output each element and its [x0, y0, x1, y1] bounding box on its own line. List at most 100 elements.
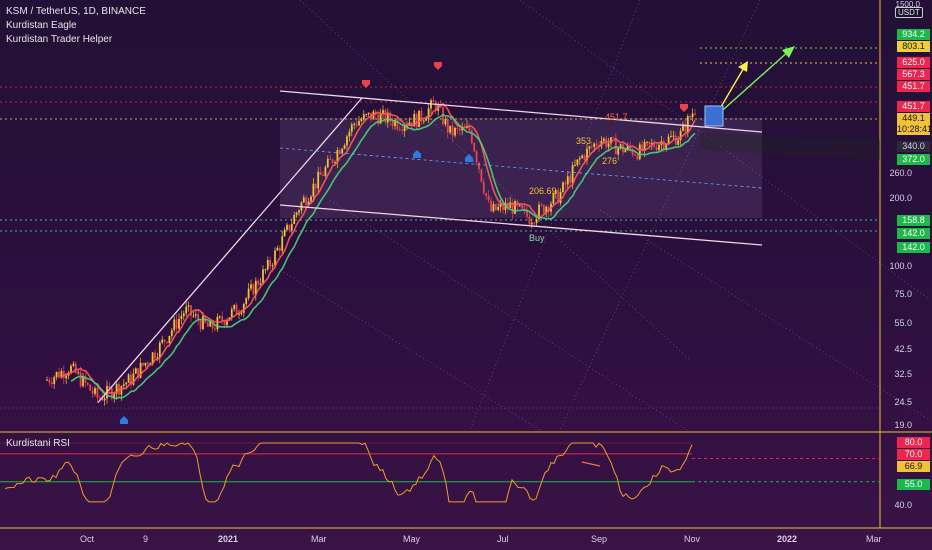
- rsi-level-badge[interactable]: 80.0: [897, 437, 930, 448]
- candle-body: [650, 143, 653, 145]
- candle-body: [221, 316, 224, 322]
- indicator-kurdistan-eagle[interactable]: Kurdistan Eagle: [6, 20, 77, 31]
- candle-body: [230, 309, 233, 318]
- rsi-level-badge[interactable]: 66.9: [897, 461, 930, 472]
- candle-body: [403, 126, 406, 131]
- price-level-badge[interactable]: 934.2: [897, 29, 930, 40]
- candle-body: [154, 352, 156, 359]
- price-tick-label: 19.0: [894, 420, 912, 430]
- price-annotation: 206.69: [529, 186, 557, 196]
- candle-body: [312, 183, 315, 197]
- candle-body: [475, 151, 478, 163]
- fan-line: [299, 0, 691, 361]
- price-level-badge[interactable]: 158.8: [897, 215, 930, 226]
- candle-body: [254, 280, 257, 295]
- candle-body: [478, 162, 480, 170]
- price-level-badge[interactable]: 451.7: [897, 81, 930, 92]
- price-tick-label: 260.0: [889, 168, 912, 178]
- candle-body: [346, 136, 348, 146]
- candle-body: [146, 362, 149, 365]
- candle-body: [142, 362, 144, 366]
- price-level-badge[interactable]: 567.3: [897, 69, 930, 80]
- price-tick-label: 24.5: [894, 397, 912, 407]
- candle-body: [497, 206, 500, 211]
- candle-body: [545, 206, 548, 214]
- candle-body: [125, 382, 128, 385]
- candle-body: [211, 321, 214, 329]
- candle-body: [180, 316, 183, 319]
- candle-body: [588, 146, 591, 149]
- candle-body: [444, 119, 447, 125]
- channel-bottom-line: [279, 204, 763, 246]
- price-level-badge[interactable]: 625.0: [897, 57, 930, 68]
- candle-body: [178, 318, 180, 329]
- candle-body: [418, 110, 420, 128]
- candle-body: [336, 150, 339, 162]
- candle-body: [329, 158, 332, 160]
- time-tick-label: Mar: [866, 534, 882, 544]
- price-level-badge[interactable]: 340.0: [897, 141, 930, 152]
- rsi-level-badge[interactable]: 55.0: [897, 479, 930, 490]
- channel-mid-line: [279, 147, 763, 189]
- candle-body: [564, 182, 567, 185]
- rsi-level-badge[interactable]: 70.0: [897, 449, 930, 460]
- candle-body: [269, 260, 272, 267]
- ema-red-line: [60, 102, 696, 396]
- candle-body: [516, 201, 519, 206]
- candle-body: [689, 116, 692, 118]
- candle-body: [82, 375, 84, 387]
- candle-body: [134, 368, 137, 374]
- price-level-badge[interactable]: 142.0: [897, 228, 930, 239]
- candle-body: [605, 138, 608, 148]
- candle-body: [634, 154, 636, 156]
- candle-body: [341, 148, 344, 154]
- candle-body: [334, 161, 336, 163]
- candle-body: [679, 130, 682, 141]
- candle-body: [454, 127, 456, 136]
- candle-body: [492, 204, 495, 212]
- candle-body: [307, 201, 310, 206]
- candle-body: [425, 118, 428, 121]
- candle-body: [350, 124, 353, 132]
- candle-body: [115, 383, 118, 394]
- candle-body: [511, 202, 514, 214]
- candle-body: [168, 335, 171, 344]
- price-level-badge[interactable]: 451.7: [897, 101, 930, 112]
- candle-body: [130, 374, 132, 385]
- candle-body: [182, 313, 185, 317]
- price-level-badge[interactable]: 449.1: [897, 113, 930, 124]
- candle-body: [218, 316, 221, 318]
- candle-body: [122, 384, 125, 386]
- candle-body: [396, 120, 399, 130]
- candle-body: [394, 120, 396, 127]
- candle-body: [72, 363, 75, 366]
- rsi-indicator-title[interactable]: Kurdistani RSI: [6, 438, 70, 449]
- candle-body: [331, 159, 334, 163]
- candle-body: [216, 316, 219, 330]
- candle-body: [202, 315, 204, 330]
- candle-body: [617, 147, 620, 155]
- candle-body: [324, 167, 327, 176]
- sell-signal-icon: [362, 80, 370, 88]
- indicator-kurdistan-trader-helper[interactable]: Kurdistan Trader Helper: [6, 34, 113, 45]
- candle-body: [456, 127, 459, 129]
- candle-body: [391, 121, 394, 127]
- candle-body: [658, 144, 660, 151]
- candle-body: [240, 312, 243, 314]
- candle-body: [665, 144, 668, 149]
- price-level-badge[interactable]: 10:28:41: [897, 124, 932, 135]
- currency-unit-badge[interactable]: USDT: [895, 7, 923, 18]
- candle-body: [559, 191, 562, 203]
- price-level-badge[interactable]: 803.1: [897, 41, 930, 52]
- candle-body: [502, 203, 504, 210]
- candle-body: [382, 110, 384, 114]
- time-tick-label: Mar: [311, 534, 327, 544]
- candle-body: [58, 371, 60, 378]
- candle-body: [250, 284, 252, 289]
- price-level-badge[interactable]: 142.0: [897, 242, 930, 253]
- candle-body: [317, 171, 320, 189]
- candle-body: [590, 146, 593, 148]
- price-level-badge[interactable]: 372.0: [897, 154, 930, 165]
- candle-body: [667, 136, 670, 145]
